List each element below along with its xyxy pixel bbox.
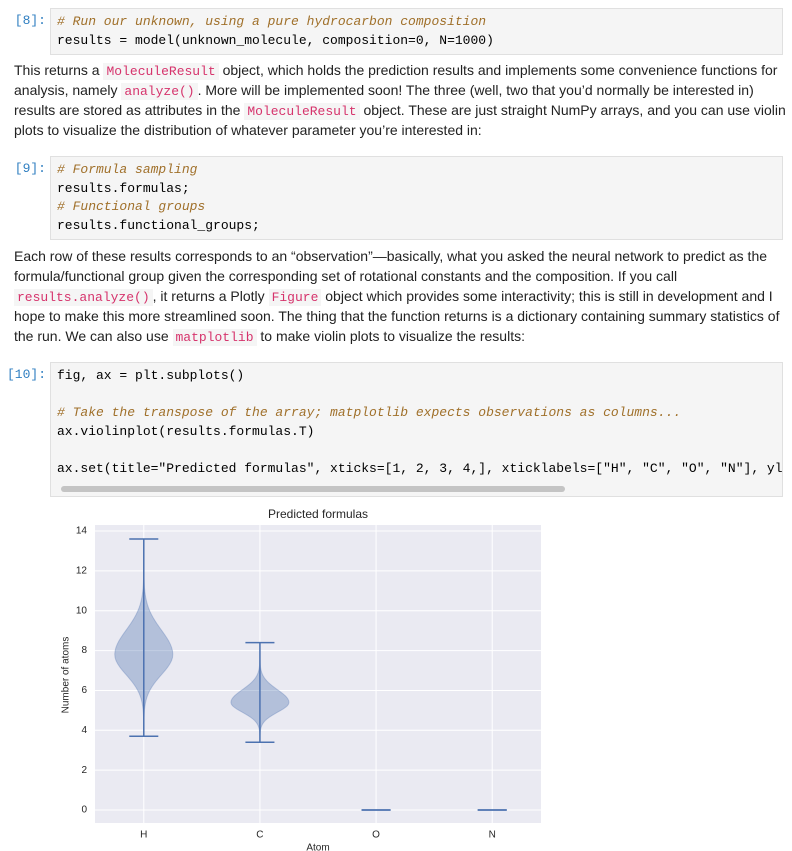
- x-tick-label: N: [489, 830, 496, 841]
- scrollbar[interactable]: [61, 486, 565, 492]
- code-line: results.formulas;: [57, 180, 190, 196]
- code-input: fig, ax = plt.subplots() # Take the trans…: [50, 362, 783, 497]
- x-tick-label: C: [256, 830, 263, 841]
- x-tick-label: H: [140, 830, 147, 841]
- inline-code: analyze(): [121, 83, 198, 100]
- inline-code: matplotlib: [172, 329, 257, 346]
- inline-code: Figure: [268, 289, 322, 306]
- code-line: ax.violinplot(results.formulas.T): [57, 423, 315, 439]
- y-tick-label: 8: [81, 645, 87, 656]
- code-line: results.functional_groups;: [57, 217, 260, 233]
- plot-area: [95, 525, 541, 823]
- y-tick-label: 14: [76, 526, 88, 537]
- text: object. These are just straight NumPy ar…: [14, 102, 786, 138]
- code-cell: [8]: # Run our unknown, using a pure hydr…: [0, 8, 792, 55]
- inline-code: results.analyze(): [14, 289, 153, 306]
- code-line: fig, ax = plt.subplots(): [57, 368, 245, 383]
- code-cell: [9]: # Formula sampling results.formulas; #…: [0, 156, 792, 240]
- y-axis-label: Number of atoms: [61, 637, 72, 714]
- y-tick-label: 6: [81, 685, 87, 696]
- code-line: ax.set(title="Predicted formulas", xtick…: [57, 460, 783, 476]
- text: to make violin plots to visualize the re…: [256, 328, 525, 344]
- y-tick-label: 12: [76, 565, 88, 576]
- x-tick-label: O: [372, 830, 380, 841]
- code-line: # Functional groups: [57, 199, 206, 214]
- code-line: # Formula sampling: [57, 162, 198, 177]
- code-line: results = model(unknown_molecule, compos…: [57, 32, 494, 48]
- text: , it returns a Plotly: [152, 288, 269, 304]
- chart-title: Predicted formulas: [268, 507, 368, 521]
- code-input: # Formula sampling results.formulas; # Fun…: [50, 156, 783, 240]
- text: object, which holds the prediction resul…: [14, 62, 778, 98]
- chart: Predicted formulas Atom Number of atoms …: [61, 507, 541, 851]
- text: This returns a: [14, 62, 104, 78]
- y-tick-label: 0: [81, 805, 87, 816]
- blank-line: [57, 386, 776, 405]
- code-input: # Run our unknown, using a pure hydrocar…: [50, 8, 783, 55]
- text: Each row of these results corresponds to…: [14, 248, 768, 284]
- y-tick-label: 10: [76, 605, 88, 616]
- code-line: # Run our unknown, using a pure hydrocar…: [57, 14, 487, 29]
- code-line: # Take the transpose of the array; matpl…: [57, 405, 682, 420]
- y-tick-label: 2: [81, 765, 87, 776]
- y-tick-label: 4: [81, 725, 87, 736]
- text-cell: This returns a MoleculeResult object, wh…: [14, 60, 786, 140]
- inline-code: MoleculeResult: [244, 103, 360, 120]
- code-cell: [10]: fig, ax = plt.subplots() # Take the …: [0, 362, 792, 497]
- prompt: [8]:: [14, 13, 46, 28]
- prompt: [10]:: [6, 367, 46, 382]
- blank-line: [57, 441, 776, 460]
- text: . More will be implemented soon! The thr…: [14, 82, 754, 118]
- x-axis-label: Atom: [306, 843, 329, 851]
- text: object which provides some interactivity…: [14, 288, 780, 344]
- prompt: [9]:: [14, 161, 46, 176]
- text-cell: Each row of these results corresponds to…: [14, 246, 786, 346]
- inline-code: MoleculeResult: [103, 63, 219, 80]
